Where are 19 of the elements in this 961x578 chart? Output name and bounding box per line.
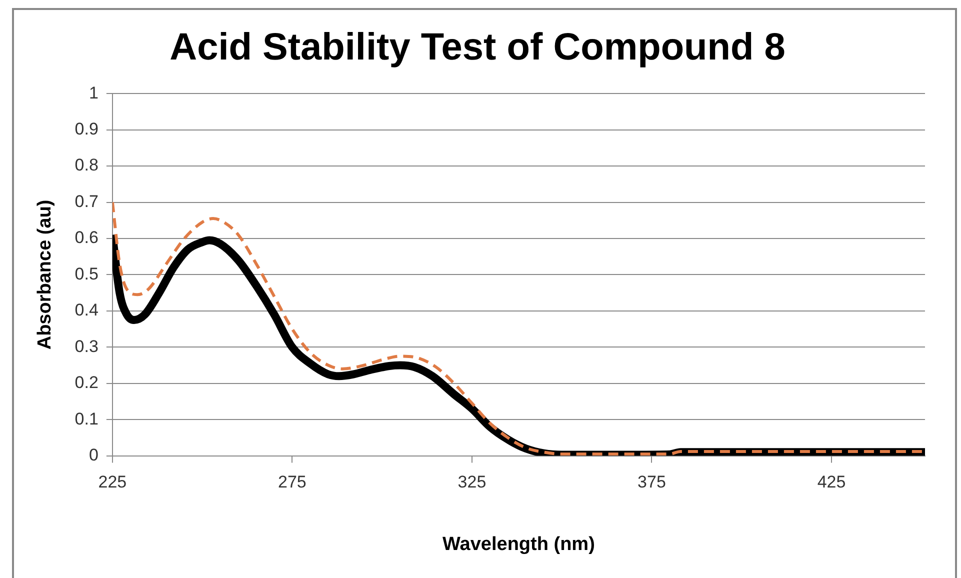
y-tick-label: 0.7 [74, 192, 98, 211]
y-tick-label: 0.9 [74, 120, 98, 139]
y-tick-label: 0.1 [74, 409, 98, 428]
y-axis-title: Absorbance (au) [34, 200, 56, 350]
y-tick-label: 0.4 [74, 300, 98, 320]
x-tick-label: 275 [278, 472, 306, 492]
y-tick-label: 0 [88, 445, 98, 464]
x-axis-title: Wavelength (nm) [442, 534, 595, 555]
y-tick-label: 0.5 [74, 264, 98, 284]
y-tick-label: 0.3 [74, 336, 98, 356]
y-tick-label: 0.2 [74, 373, 98, 392]
chart-title: Acid Stability Test of Compound 8 [170, 26, 786, 68]
x-tick-label: 225 [98, 472, 127, 492]
x-tick-label: 375 [638, 472, 666, 492]
x-tick-label: 325 [458, 472, 486, 492]
y-tick-label: 1 [88, 83, 98, 102]
y-tick-label: 0.8 [74, 156, 98, 175]
x-tick-label: 425 [817, 472, 846, 492]
y-tick-label: 0.6 [74, 228, 98, 248]
